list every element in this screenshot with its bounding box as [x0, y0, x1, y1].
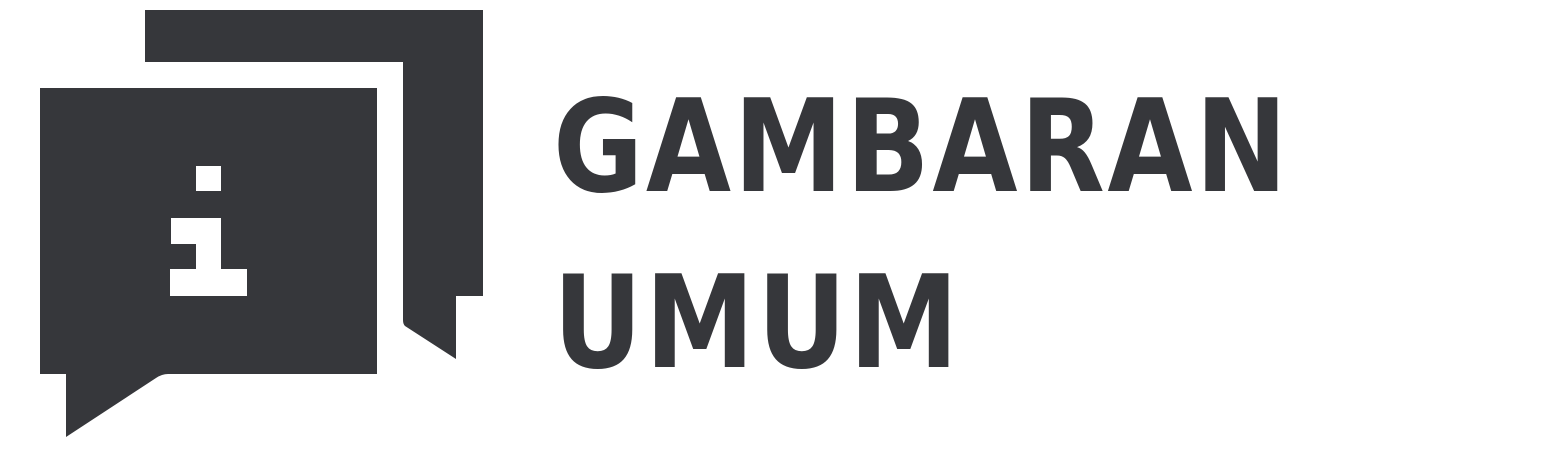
page-title: GAMBARAN UMUM — [553, 60, 1290, 412]
info-chat-bubbles-icon — [0, 0, 500, 454]
title-line-1: GAMBARAN — [553, 73, 1290, 222]
back-speech-bubble-shape — [145, 10, 483, 359]
info-letter-glyph — [170, 166, 247, 296]
title-line-2: UMUM — [553, 249, 962, 398]
